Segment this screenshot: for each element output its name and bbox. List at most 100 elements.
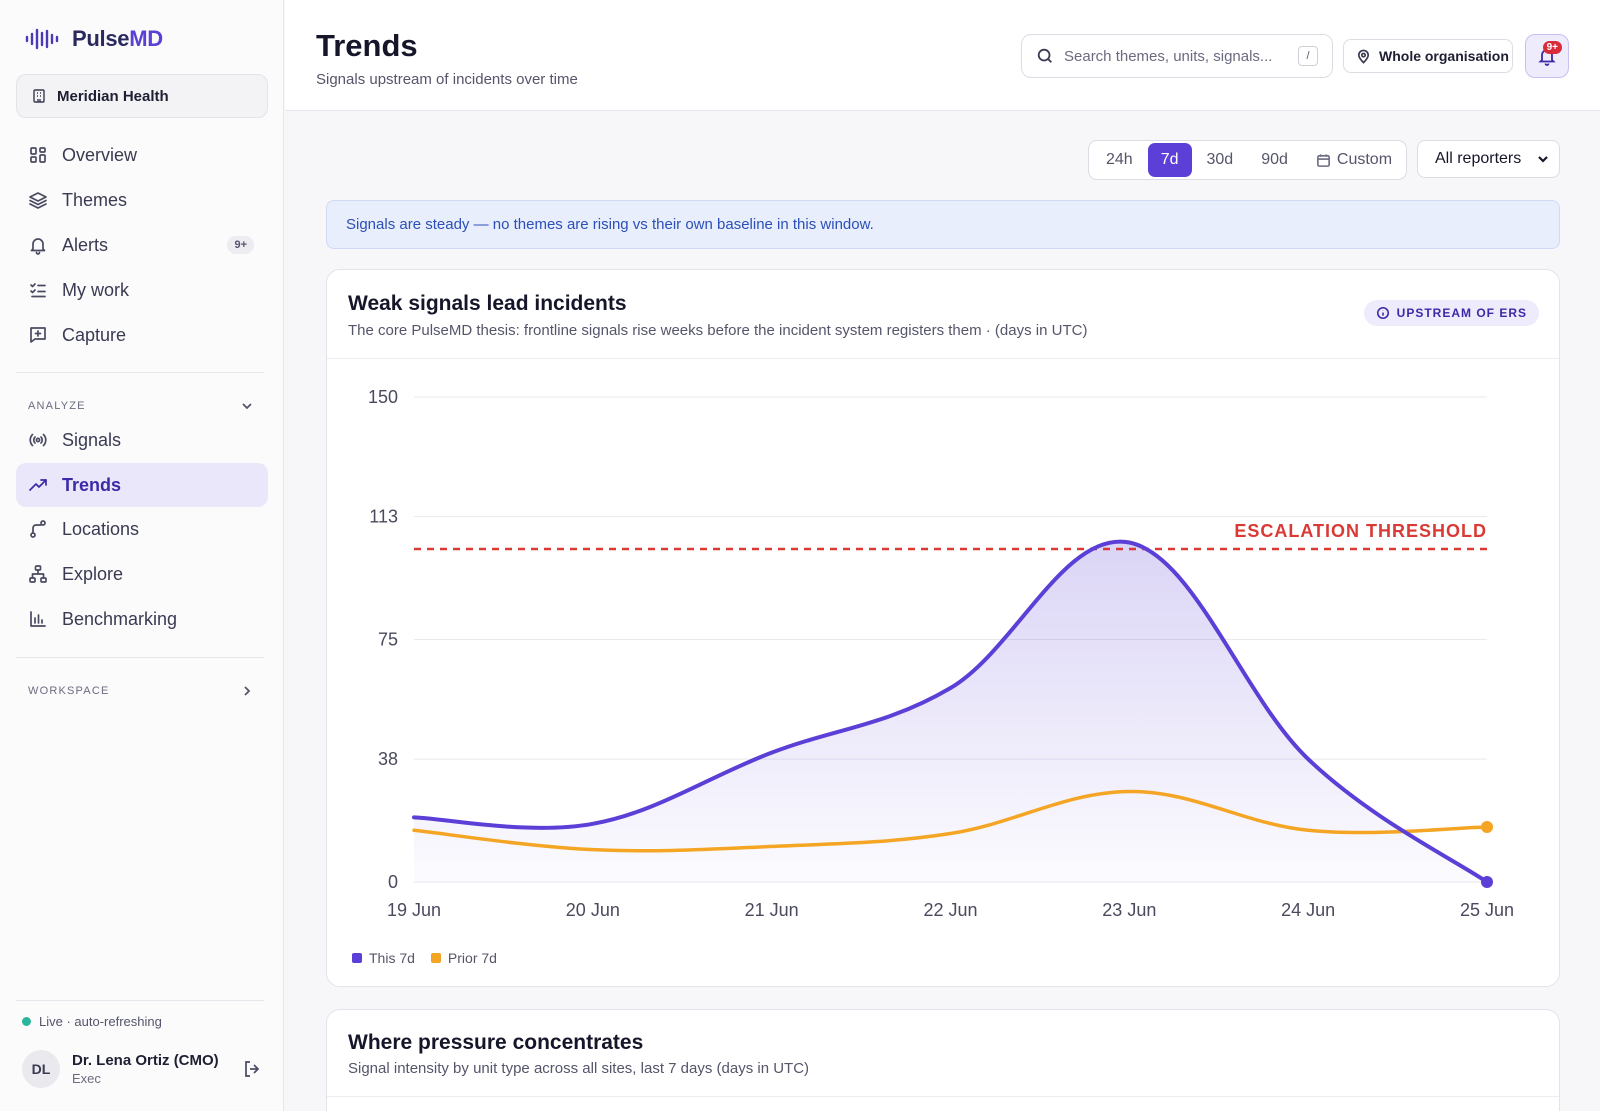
bar-chart-icon	[30, 611, 46, 627]
card-divider	[327, 358, 1559, 359]
nav-item-label: My work	[62, 279, 129, 300]
search-input[interactable]: Search themes, units, signals... /	[1021, 34, 1333, 78]
sidebar-divider	[16, 1000, 264, 1001]
series-endpoint-prior-7d	[1481, 821, 1493, 834]
chevron-down-icon	[1538, 156, 1548, 163]
live-status: Live · auto-refreshing	[22, 1014, 162, 1029]
location-filter-label: Whole organisation	[1379, 48, 1509, 64]
logo[interactable]: PulseMD	[24, 26, 163, 52]
checklist-icon	[30, 283, 46, 298]
logout-icon[interactable]	[242, 1059, 262, 1079]
series-endpoint-this-7d	[1481, 876, 1493, 888]
y-tick-label: 0	[388, 872, 398, 892]
avatar: DL	[22, 1050, 60, 1088]
trend-up-icon	[29, 479, 47, 491]
range-30d-button[interactable]: 30d	[1206, 151, 1234, 168]
range-90d-button[interactable]: 90d	[1261, 151, 1288, 168]
reporters-select-value: All reporters	[1435, 150, 1522, 167]
weak-signals-card: Weak signals lead incidents The core Pul…	[326, 269, 1560, 987]
radio-icon	[29, 433, 47, 447]
page-header: Trends Signals upstream of incidents ove…	[285, 0, 1600, 111]
nav-item-capture[interactable]: Capture	[16, 313, 268, 357]
pulse-logo-icon	[25, 28, 59, 50]
org-name: Meridian Health	[57, 87, 169, 105]
workspace-section-toggle[interactable]: WORKSPACE	[28, 684, 254, 698]
nav-item-label: Capture	[62, 324, 127, 345]
upstream-pill: UPSTREAM OF ERS	[1363, 300, 1539, 326]
nav-item-benchmarking[interactable]: Benchmarking	[16, 597, 268, 641]
nav-item-themes[interactable]: Themes	[16, 178, 268, 222]
org-switcher[interactable]: Meridian Health	[16, 74, 268, 118]
legend-label: This 7d	[369, 950, 415, 966]
nav-item-label: Explore	[62, 563, 124, 584]
building-icon	[33, 89, 45, 103]
nav-item-locations[interactable]: Locations	[16, 507, 268, 551]
page-subtitle: Signals upstream of incidents over time	[316, 71, 578, 88]
nav-item-label: Alerts	[62, 234, 109, 255]
nav-item-explore[interactable]: Explore	[16, 552, 268, 596]
legend-item-prior-7d[interactable]: Prior 7d	[430, 950, 497, 966]
card-subtitle: Signal intensity by unit type across all…	[348, 1060, 810, 1077]
location-filter-button[interactable]: Whole organisation	[1343, 39, 1513, 73]
y-tick-label: 150	[368, 387, 398, 407]
user-profile[interactable]: DL Dr. Lena Ortiz (CMO) Exec	[22, 1050, 262, 1088]
analyze-section-label: ANALYZE	[28, 400, 86, 412]
user-role: Exec	[72, 1071, 101, 1086]
layers-icon	[29, 192, 47, 209]
reporters-select[interactable]: All reporters	[1417, 140, 1560, 178]
range-7d-button[interactable]: 7d	[1147, 143, 1192, 177]
notification-badge: 9+	[1542, 41, 1562, 54]
threshold-label: ESCALATION THRESHOLD	[1234, 521, 1487, 541]
series-line-prior-7d	[412, 789, 1489, 853]
info-icon	[1376, 306, 1389, 320]
app-name-part2: MD	[129, 26, 163, 51]
map-pin-icon	[1357, 49, 1370, 64]
series-area-this-7d	[414, 541, 1487, 882]
sidebar-divider	[16, 657, 264, 658]
app-name-part1: Pulse	[72, 26, 130, 51]
nav-item-signals[interactable]: Signals	[16, 418, 268, 462]
x-tick-label: 20 Jun	[566, 900, 620, 920]
bell-icon	[30, 238, 46, 255]
search-icon	[1037, 48, 1052, 63]
nav-item-alerts[interactable]: Alerts 9+	[16, 223, 268, 267]
grid-icon	[30, 147, 46, 163]
notifications-button[interactable]: 9+	[1525, 34, 1569, 78]
nav-item-trends[interactable]: Trends	[16, 463, 268, 507]
sidebar: PulseMD Meridian Health Overview Themes …	[0, 0, 284, 1111]
search-shortcut-key: /	[1298, 46, 1318, 66]
workspace-section-label: WORKSPACE	[28, 685, 110, 697]
x-tick-label: 25 Jun	[1460, 900, 1514, 920]
chevron-right-icon	[244, 686, 251, 696]
chevron-down-icon	[242, 403, 252, 410]
y-tick-label: 38	[378, 749, 398, 769]
user-info: Dr. Lena Ortiz (CMO) Exec	[72, 1052, 219, 1086]
legend-item-this-7d[interactable]: This 7d	[352, 950, 415, 966]
nav-item-label: Overview	[62, 144, 138, 165]
app-name: PulseMD	[72, 26, 163, 52]
x-tick-label: 24 Jun	[1281, 900, 1335, 920]
legend-label: Prior 7d	[447, 950, 497, 966]
card-title: Weak signals lead incidents	[348, 292, 627, 315]
range-custom-label: Custom	[1336, 151, 1393, 168]
series-line-this-7d	[412, 539, 1489, 884]
nav-item-label: Signals	[62, 429, 122, 450]
range-custom-button[interactable]: Custom	[1303, 143, 1405, 177]
route-icon	[30, 520, 46, 538]
status-banner: Signals are steady — no themes are risin…	[326, 200, 1560, 249]
nav-item-label: Locations	[62, 518, 140, 539]
nav-item-overview[interactable]: Overview	[16, 133, 268, 177]
nav-item-label: Themes	[62, 189, 128, 210]
card-title: Where pressure concentrates	[348, 1031, 644, 1054]
live-status-text: Live · auto-refreshing	[39, 1014, 162, 1029]
x-tick-label: 22 Jun	[923, 900, 977, 920]
nav-item-my-work[interactable]: My work	[16, 268, 268, 312]
alerts-count-badge: 9+	[227, 236, 254, 254]
analyze-section-toggle[interactable]: ANALYZE	[28, 399, 254, 413]
trend-chart: 0 38 75 113 150 19 Jun 20 Jun 21 Jun 22 Jun 23 Ju…	[368, 387, 1514, 920]
range-24h-button[interactable]: 24h	[1106, 151, 1133, 168]
chart-legend: This 7d Prior 7d	[352, 950, 497, 966]
time-range-selector: 24h 7d 30d 90d Custom	[1088, 140, 1407, 180]
y-tick-label: 113	[369, 507, 398, 527]
x-tick-label: 23 Jun	[1102, 900, 1156, 920]
